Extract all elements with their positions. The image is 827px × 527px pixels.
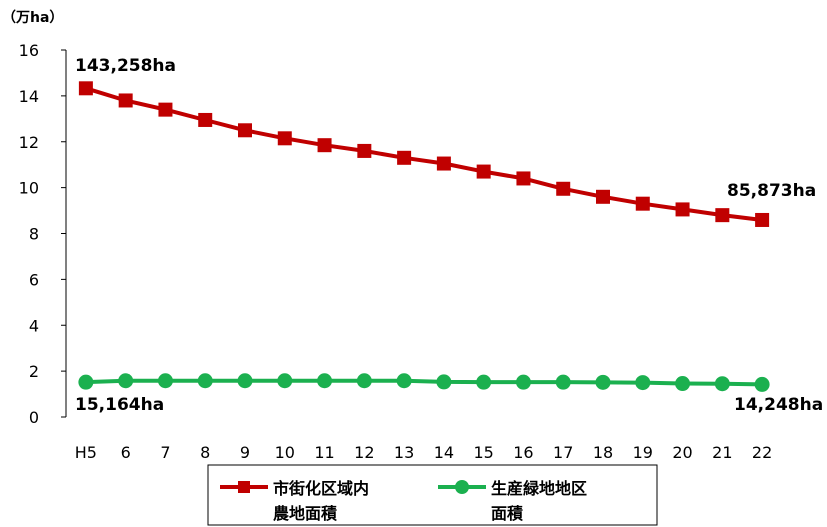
legend-marker-farmland <box>238 481 250 493</box>
annotation-start-farmland: 143,258ha <box>75 56 176 76</box>
legend-label-green-line1: 生産緑地地区 <box>491 479 587 498</box>
y-tick-label: 6 <box>29 270 39 289</box>
data-point-circle <box>396 373 412 389</box>
x-tick-label: 13 <box>394 443 414 462</box>
data-point-circle <box>78 374 94 390</box>
data-point-square <box>158 102 173 117</box>
plot-area <box>78 81 770 392</box>
data-point-square <box>118 93 133 108</box>
legend-marker-green <box>455 480 469 494</box>
data-point-square <box>556 181 571 196</box>
y-tick-label: 10 <box>19 179 39 198</box>
data-point-circle <box>237 373 253 389</box>
legend-label-farmland-line1: 市街化区域内 <box>273 479 369 498</box>
x-tick-label: 10 <box>275 443 295 462</box>
y-tick-label: 16 <box>19 41 39 60</box>
legend-label-green-line2: 面積 <box>491 504 524 523</box>
x-tick-label: 11 <box>314 443 334 462</box>
legend: 市街化区域内 農地面積 生産緑地地区 面積 <box>207 464 658 526</box>
x-tick-label: H5 <box>75 443 97 462</box>
data-point-circle <box>555 374 571 390</box>
data-point-circle <box>635 375 651 391</box>
x-tick-label: 14 <box>434 443 454 462</box>
x-tick-label: 18 <box>593 443 613 462</box>
data-point-circle <box>714 376 730 392</box>
x-tick-label: 7 <box>160 443 170 462</box>
data-point-circle <box>476 374 492 390</box>
y-tick-label: 14 <box>19 87 39 106</box>
data-point-circle <box>436 374 452 390</box>
data-point-square <box>755 212 770 227</box>
data-point-square <box>715 208 730 223</box>
x-tick-label: 21 <box>712 443 732 462</box>
data-point-square <box>635 196 650 211</box>
x-tick-label: 17 <box>553 443 573 462</box>
data-point-square <box>277 131 292 146</box>
y-unit-label: （万ha） <box>2 10 63 26</box>
y-tick-label: 4 <box>29 316 39 335</box>
x-tick-label: 16 <box>513 443 533 462</box>
data-point-circle <box>754 376 770 392</box>
data-point-square <box>198 112 213 127</box>
data-point-square <box>397 150 412 165</box>
data-point-circle <box>197 373 213 389</box>
x-tick-label: 12 <box>354 443 374 462</box>
data-point-square <box>436 156 451 171</box>
data-point-circle <box>317 373 333 389</box>
data-point-circle <box>277 373 293 389</box>
x-tick-label: 22 <box>752 443 772 462</box>
data-point-square <box>596 189 610 204</box>
y-tick-label: 2 <box>29 362 39 381</box>
data-point-square <box>78 81 93 96</box>
data-point-square <box>675 202 690 217</box>
data-point-square <box>476 164 491 179</box>
data-point-square <box>238 123 252 138</box>
data-point-square <box>317 138 332 153</box>
data-point-circle <box>595 374 611 390</box>
x-tick-label: 15 <box>473 443 493 462</box>
x-tick-label: 19 <box>633 443 653 462</box>
y-tick-label: 0 <box>29 408 39 427</box>
series-line-1 <box>85 378 763 387</box>
data-point-circle <box>356 373 372 389</box>
annotation-start-green: 15,164ha <box>75 395 164 415</box>
x-axis: H5 6 7 8 9 10 11 12 13 14 15 16 17 18 19 20 21 22 <box>75 443 773 462</box>
data-point-circle <box>118 373 134 389</box>
x-tick-label: 6 <box>121 443 131 462</box>
y-axis: 0 2 4 6 8 10 12 14 16 <box>19 41 67 427</box>
data-point-circle <box>515 374 531 390</box>
x-tick-label: 8 <box>200 443 210 462</box>
series-line-0 <box>85 86 763 222</box>
x-tick-label: 9 <box>240 443 250 462</box>
y-tick-label: 12 <box>19 133 39 152</box>
data-point-circle <box>675 376 691 392</box>
data-point-circle <box>157 373 173 389</box>
legend-box <box>207 464 658 526</box>
data-point-square <box>357 143 372 158</box>
legend-label-farmland-line2: 農地面積 <box>273 504 338 523</box>
x-tick-label: 20 <box>672 443 692 462</box>
y-tick-label: 8 <box>29 225 39 244</box>
data-point-square <box>516 171 531 186</box>
annotation-end-farmland: 85,873ha <box>727 181 816 201</box>
annotation-end-green: 14,248ha <box>734 395 823 415</box>
